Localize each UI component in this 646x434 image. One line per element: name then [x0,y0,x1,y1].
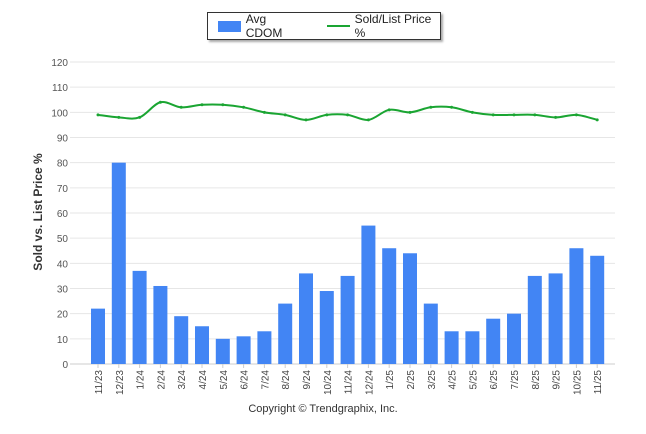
x-tick-label: 4/24 [198,370,209,390]
legend-item-sold-list[interactable]: Sold/List Price % [313,12,440,40]
line-point [117,115,121,119]
line-point [96,113,100,117]
line-point [325,113,329,117]
y-tick-label: 10 [57,335,69,346]
line-point [242,105,246,109]
bar [174,316,189,364]
x-tick-label: 2/24 [156,370,167,390]
bar [91,308,105,364]
line-point [200,103,204,107]
bar [236,336,251,364]
line-series-sold-list [97,100,598,121]
line-point [429,105,433,109]
line-point [262,110,266,114]
x-tick-label: 9/25 [552,370,563,390]
legend-item-avg-cdom[interactable]: Avg CDOM [218,12,303,40]
legend: Avg CDOM Sold/List Price % [207,12,441,40]
x-tick-label: 12/24 [364,370,375,395]
y-tick-label: 30 [57,285,69,296]
x-tick-label: 9/24 [302,370,313,390]
y-tick-label: 120 [51,58,68,69]
line-point [491,113,495,117]
line-point [533,113,537,117]
bar [319,291,334,364]
x-tick-label: 8/24 [281,370,292,390]
y-tick-label: 50 [57,234,69,245]
x-tick-label: 1/24 [136,370,147,390]
line-point [346,113,350,117]
x-tick-label: 4/25 [448,370,459,390]
x-tick-label: 10/24 [323,370,334,395]
legend-swatch-bar [218,20,241,32]
bar [340,275,355,364]
y-tick-label: 110 [52,83,68,94]
x-tick-label: 7/24 [260,370,271,390]
bar [403,253,417,364]
bar [507,313,521,364]
x-tick-label: 11/23 [94,370,105,395]
y-tick-label: 100 [51,108,68,119]
x-tick-label: 2/25 [406,370,417,390]
line-point [512,113,516,117]
bar [444,331,459,364]
bar [111,162,126,364]
y-tick-label: 20 [57,310,69,321]
line-point [179,105,183,109]
y-tick-label: 40 [57,259,69,270]
x-tick-label: 3/24 [177,370,188,390]
bar [361,225,376,364]
x-tick-label: 12/23 [115,370,126,395]
line-point [408,110,412,114]
x-tick-label: 8/25 [531,370,542,390]
bar [153,285,168,364]
legend-label: Avg CDOM [245,12,283,40]
bar [278,303,293,364]
x-tick-label: 6/24 [240,370,251,390]
line-point [304,118,308,122]
bar [215,338,230,364]
y-tick-label: 90 [57,134,69,145]
y-tick-label: 70 [57,184,69,195]
line-point [366,118,370,122]
x-tick-label: 6/25 [489,370,500,390]
y-tick-label: 0 [62,360,68,371]
copyright: Copyright © Trendgraphix, Inc. [248,403,398,415]
y-tick-label: 80 [57,159,69,170]
x-tick-label: 1/25 [385,370,396,390]
line-point [138,115,142,119]
x-tick-label: 11/25 [593,370,604,395]
line-point [470,110,474,114]
line-point [283,113,287,117]
y-tick-label: 60 [57,209,69,220]
x-tick-label: 3/25 [427,370,438,390]
x-tick-label: 10/25 [572,370,583,395]
bar [382,248,397,364]
x-tick-label: 5/25 [468,370,479,390]
bar [195,326,209,364]
bar [299,273,313,364]
bar [569,248,584,364]
line-point [450,105,454,109]
line-point [574,113,578,117]
x-tick-label: 7/25 [510,370,521,390]
x-tick-label: 5/24 [219,370,230,390]
bar [590,255,605,364]
line-point [595,118,599,122]
line-point [387,108,391,112]
bar [527,275,542,364]
line-point [554,115,558,119]
bar [423,303,438,364]
line-point [221,103,225,107]
bar [486,318,501,364]
legend-swatch-line [326,25,350,27]
line-point [158,100,162,104]
x-tick-label: 11/24 [344,370,355,395]
bar [548,273,563,364]
bar [132,270,147,364]
bar [257,331,272,364]
bar [465,331,480,364]
legend-label: Sold/List Price % [354,12,432,40]
